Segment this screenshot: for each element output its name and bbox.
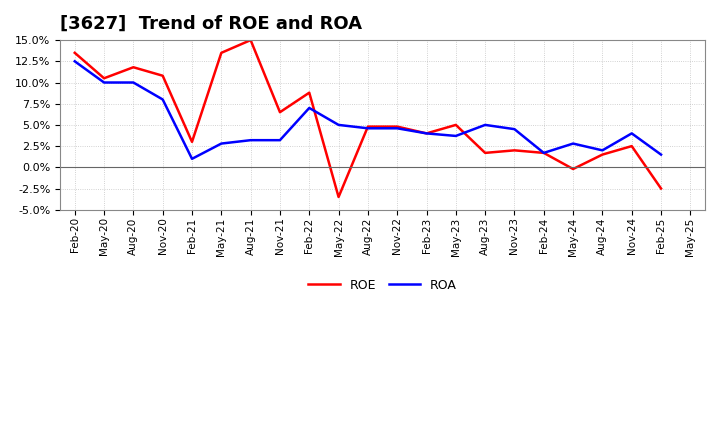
ROA — [539, 150, 548, 155]
ROE — [276, 110, 284, 115]
ROE — [393, 124, 402, 129]
ROA — [217, 141, 225, 146]
Legend: ROE, ROA: ROE, ROA — [303, 274, 462, 297]
ROE — [217, 50, 225, 55]
ROA — [510, 127, 519, 132]
Text: [3627]  Trend of ROE and ROA: [3627] Trend of ROE and ROA — [60, 15, 362, 33]
ROE — [129, 65, 138, 70]
ROA — [627, 131, 636, 136]
ROE — [188, 139, 197, 144]
Line: ROA: ROA — [75, 61, 661, 159]
ROA — [188, 156, 197, 161]
ROE — [510, 148, 519, 153]
ROE — [627, 143, 636, 149]
ROA — [657, 152, 665, 157]
ROE — [364, 124, 372, 129]
ROE — [158, 73, 167, 78]
ROE — [305, 90, 314, 95]
ROA — [393, 126, 402, 131]
Line: ROE: ROE — [75, 40, 661, 197]
ROA — [422, 131, 431, 136]
ROE — [71, 50, 79, 55]
ROA — [246, 138, 255, 143]
ROE — [422, 131, 431, 136]
ROE — [598, 152, 607, 157]
ROA — [598, 148, 607, 153]
ROA — [569, 141, 577, 146]
ROA — [334, 122, 343, 128]
ROE — [246, 37, 255, 43]
ROE — [657, 186, 665, 191]
ROA — [451, 133, 460, 139]
ROE — [569, 166, 577, 172]
ROA — [481, 122, 490, 128]
ROE — [334, 194, 343, 200]
ROA — [158, 97, 167, 102]
ROE — [451, 122, 460, 128]
ROA — [71, 59, 79, 64]
ROA — [129, 80, 138, 85]
ROA — [276, 138, 284, 143]
ROE — [539, 150, 548, 155]
ROA — [100, 80, 109, 85]
ROE — [481, 150, 490, 155]
ROA — [364, 126, 372, 131]
ROA — [305, 105, 314, 110]
ROE — [100, 76, 109, 81]
